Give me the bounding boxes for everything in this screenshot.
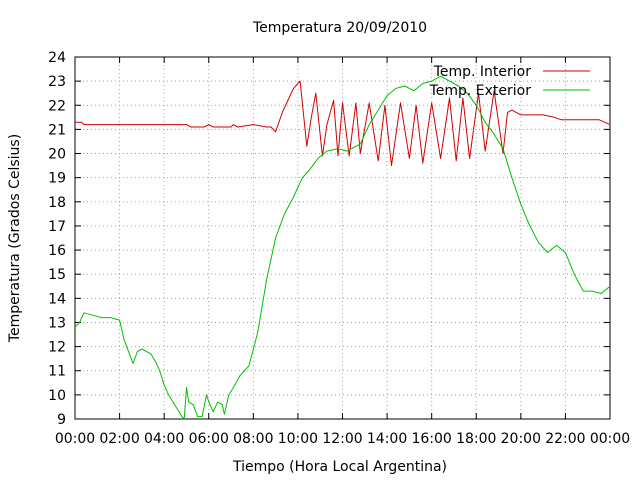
y-tick-label: 14 <box>48 291 66 307</box>
y-tick-label: 17 <box>48 219 66 235</box>
x-tick-label: 14:00 <box>367 431 407 447</box>
x-tick-label: 04:00 <box>144 431 184 447</box>
y-tick-label: 13 <box>48 315 66 331</box>
x-tick-label: 10:00 <box>278 431 318 447</box>
x-tick-label: 08:00 <box>233 431 273 447</box>
series-line-1 <box>75 80 611 167</box>
x-tick-label: 00:00 <box>55 431 95 447</box>
y-tick-label: 24 <box>48 50 66 66</box>
x-tick-label: 12:00 <box>322 431 362 447</box>
y-tick-label: 12 <box>48 340 66 356</box>
y-tick-label: 21 <box>48 122 66 138</box>
y-tick-label: 23 <box>48 74 66 90</box>
x-tick-label: 00:00 <box>590 431 630 447</box>
y-tick-label: 18 <box>48 195 66 211</box>
x-tick-label: 18:00 <box>456 431 496 447</box>
y-axis-label: Temperatura (Grados Celsius) <box>7 134 23 343</box>
legend-label: Temp. Exterior <box>429 83 532 99</box>
y-tick-label: 9 <box>57 412 66 428</box>
y-tick-label: 19 <box>48 171 66 187</box>
x-tick-label: 16:00 <box>411 431 451 447</box>
legend: Temp. Interior Temp. Exterior <box>429 64 590 99</box>
y-tick-label: 11 <box>48 364 66 380</box>
y-tick-label: 15 <box>48 267 66 283</box>
x-tick-label: 22:00 <box>545 431 585 447</box>
x-axis-label: Tiempo (Hora Local Argentina) <box>232 459 447 475</box>
x-tick-label: 02:00 <box>99 431 139 447</box>
x-tick-label: 06:00 <box>189 431 229 447</box>
x-tick-label: 20:00 <box>501 431 541 447</box>
y-tick-label: 16 <box>48 243 66 259</box>
y-tick-label: 20 <box>48 147 66 163</box>
y-tick-label: 10 <box>48 388 66 404</box>
chart-title: Temperatura 20/09/2010 <box>252 20 427 36</box>
series-line-2 <box>74 75 611 420</box>
y-tick-label: 22 <box>48 98 66 114</box>
grid <box>75 57 610 419</box>
legend-label: Temp. Interior <box>433 64 532 80</box>
series-lines <box>74 75 611 420</box>
